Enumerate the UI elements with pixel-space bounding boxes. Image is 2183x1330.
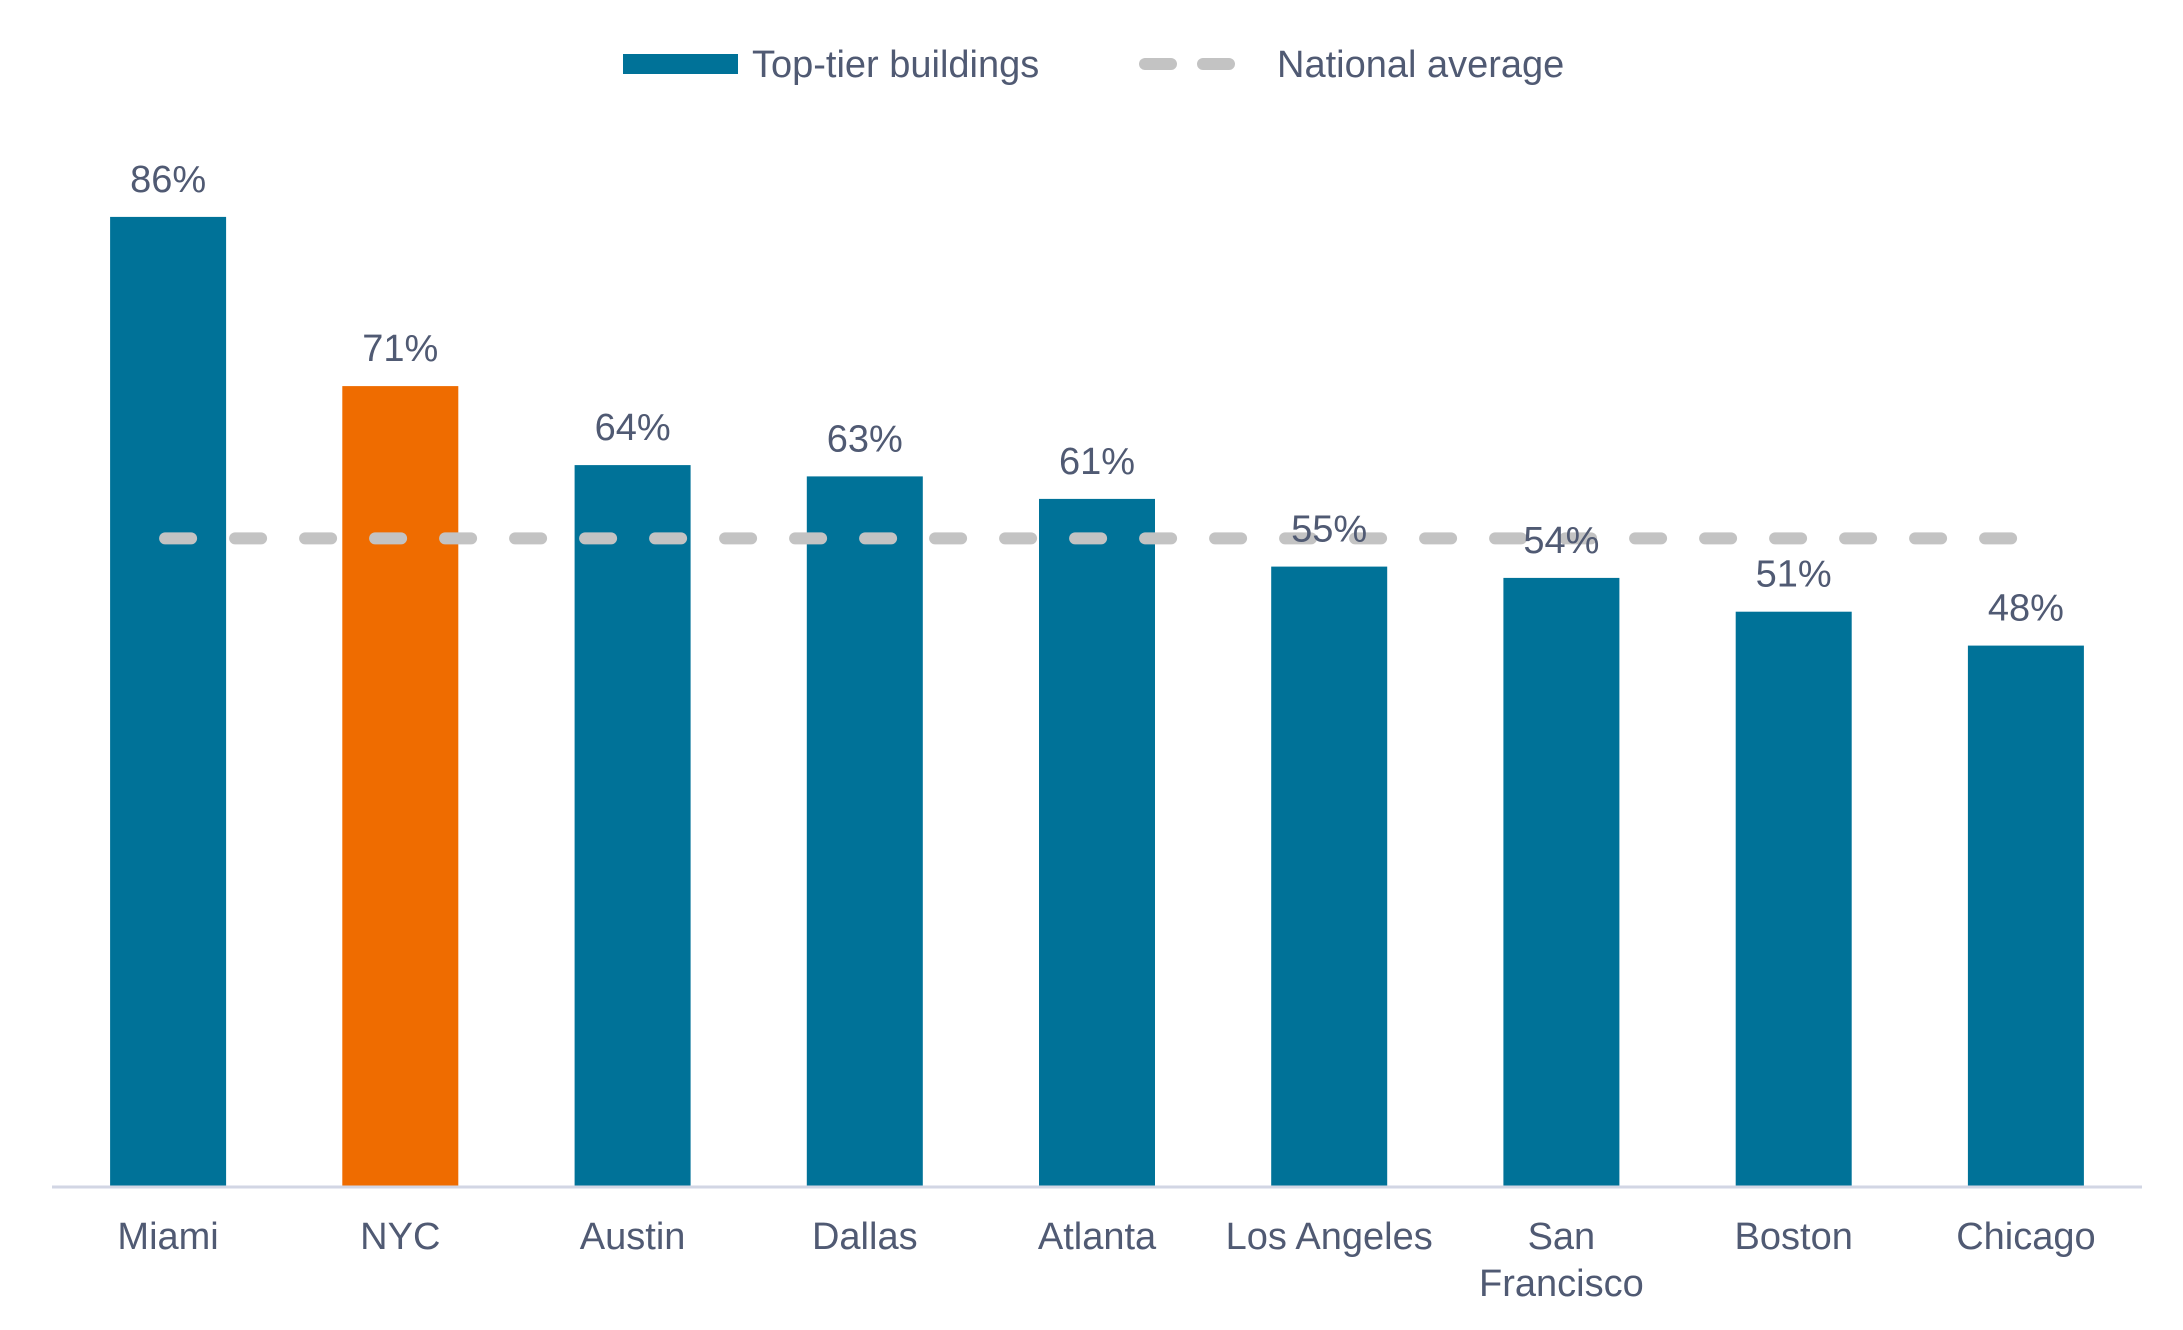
legend-label-national-average: National average (1277, 44, 1564, 86)
bar-san-francisco (1503, 577, 1620, 1187)
bar-chicago (1967, 645, 2084, 1187)
data-label-san-francisco: 54% (1523, 520, 1599, 562)
bar-los-angeles (1271, 566, 1388, 1187)
data-label-los-angeles: 55% (1291, 509, 1367, 551)
x-tick-label-boston: Boston (1735, 1216, 1853, 1258)
data-label-nyc: 71% (362, 328, 438, 370)
x-tick-label-nyc: NYC (360, 1216, 440, 1258)
bars-group (110, 216, 2084, 1188)
x-tick-label-dallas: Dallas (812, 1216, 918, 1258)
x-tick-label-san-francisco: San Francisco (1479, 1216, 1644, 1305)
x-tick-label-miami: Miami (117, 1216, 218, 1258)
bar-atlanta (1039, 498, 1155, 1187)
data-label-dallas: 63% (827, 418, 903, 460)
data-label-chicago: 48% (1988, 588, 2064, 630)
bar-dallas (806, 476, 923, 1187)
legend-swatch-top-tier-buildings (623, 54, 738, 74)
x-tick-label-austin: Austin (580, 1216, 686, 1258)
data-label-austin: 64% (595, 407, 671, 449)
bar-boston (1735, 611, 1852, 1187)
bar-miami (110, 216, 227, 1187)
data-label-atlanta: 61% (1059, 441, 1135, 483)
data-labels-group: 86% 71% 64% 63% 61% 55% 54% 51% 48% (130, 159, 2064, 630)
x-tick-label-atlanta: Atlanta (1038, 1216, 1157, 1258)
x-tick-labels-group: Miami NYC Austin Dallas Atlanta Los Angeles Sa… (117, 1216, 2095, 1305)
bar-austin (574, 465, 691, 1188)
data-label-boston: 51% (1756, 554, 1832, 596)
data-label-miami: 86% (130, 159, 206, 201)
legend: Top-tier buildings National average (623, 44, 1564, 86)
legend-label-top-tier-buildings: Top-tier buildings (752, 44, 1039, 86)
x-tick-label-chicago: Chicago (1956, 1216, 2095, 1258)
bar-nyc (342, 386, 459, 1188)
x-tick-label-los-angeles: Los Angeles (1226, 1216, 1433, 1258)
